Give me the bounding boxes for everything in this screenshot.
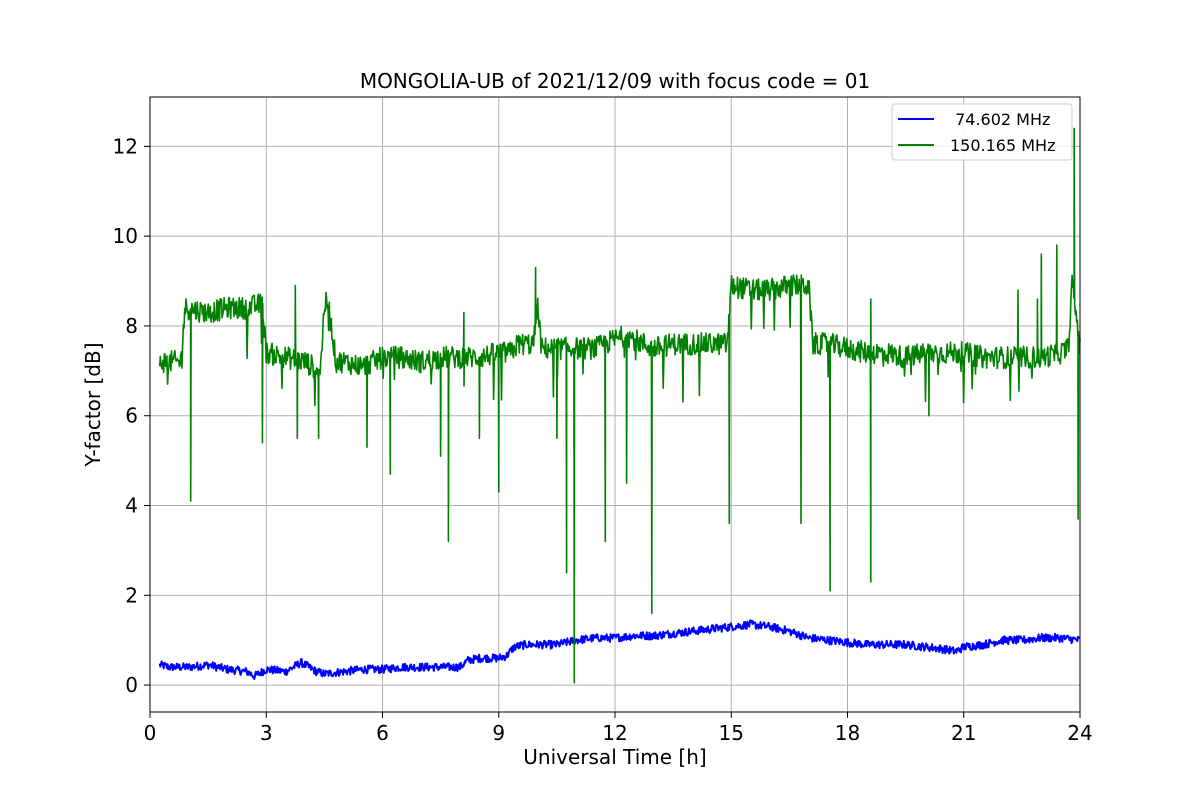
y-tick-label: 6 <box>125 404 138 428</box>
x-tick-label: 6 <box>376 721 389 745</box>
legend-label-74-mhz: 74.602 MHz <box>950 110 1050 129</box>
x-tick-label: 24 <box>1067 721 1092 745</box>
y-tick-label: 0 <box>125 673 138 697</box>
y-tick-label: 10 <box>113 224 138 248</box>
legend-label-150-mhz: 150.165 MHz <box>950 136 1055 155</box>
x-tick-label: 21 <box>951 721 976 745</box>
y-tick-label: 2 <box>125 583 138 607</box>
x-tick-label: 9 <box>492 721 505 745</box>
x-tick-label: 18 <box>835 721 860 745</box>
chart-title: MONGOLIA-UB of 2021/12/09 with focus cod… <box>360 69 870 93</box>
y-tick-label: 12 <box>113 134 138 158</box>
y-tick-label: 4 <box>125 494 138 518</box>
y-axis-label: Y-factor [dB] <box>81 342 105 467</box>
x-tick-label: 12 <box>602 721 627 745</box>
x-tick-label: 0 <box>144 721 157 745</box>
y-tick-label: 8 <box>125 314 138 338</box>
series-line-0 <box>158 619 1081 680</box>
x-axis-label: Universal Time [h] <box>523 745 706 769</box>
legend-box <box>891 103 1073 161</box>
grid-lines <box>149 97 1081 712</box>
legend: 74.602 MHz 150.165 MHz <box>891 103 1073 161</box>
series-layer <box>158 127 1081 684</box>
series-line-1 <box>158 127 1081 684</box>
x-tick-label: 15 <box>719 721 744 745</box>
x-tick-label: 3 <box>260 721 273 745</box>
